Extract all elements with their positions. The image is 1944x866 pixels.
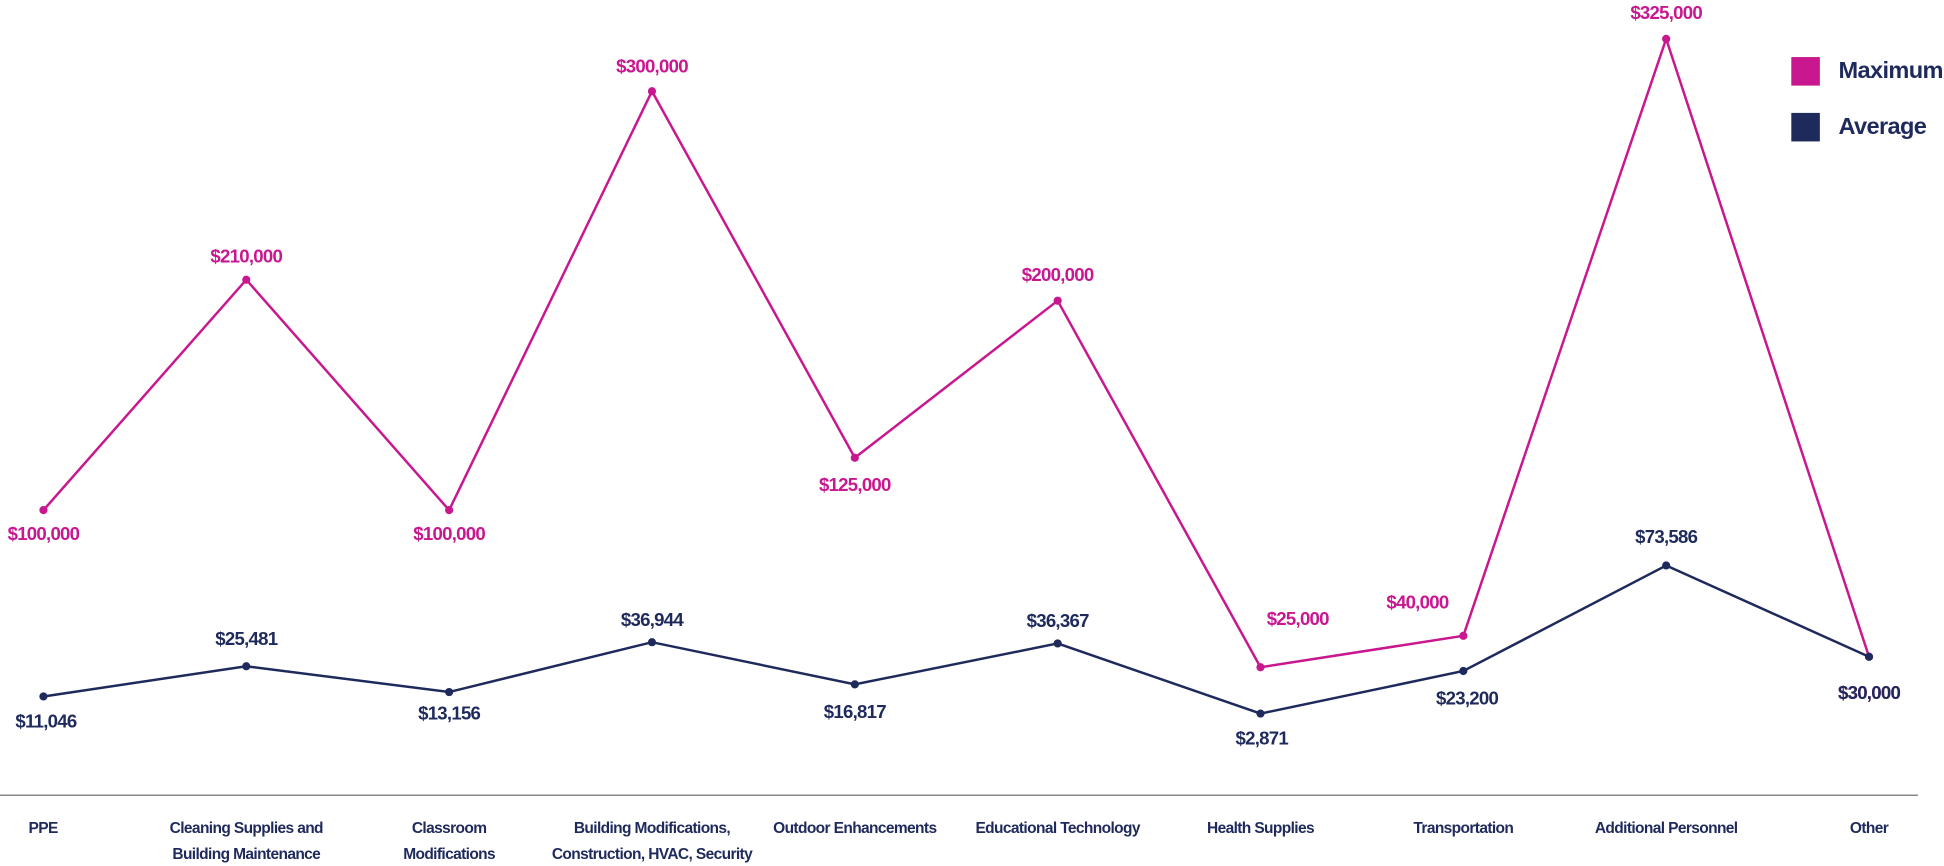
x-tick-label: Other	[1850, 820, 1889, 837]
data-label: $40,000	[1386, 591, 1448, 612]
point	[242, 275, 251, 284]
legend-swatch	[1791, 57, 1820, 86]
data-label: $210,000	[210, 245, 282, 266]
data-label: $2,871	[1236, 728, 1289, 749]
data-label: $300,000	[616, 56, 688, 77]
point	[850, 680, 859, 689]
x-tick-label: PPE	[29, 820, 58, 837]
data-label: $30,000	[1838, 682, 1900, 703]
point	[445, 687, 454, 697]
point	[1662, 34, 1671, 43]
data-label: $13,156	[418, 702, 480, 723]
point	[242, 662, 251, 671]
point	[850, 453, 859, 462]
data-label: $200,000	[1022, 264, 1094, 285]
line	[43, 564, 1870, 715]
point	[39, 692, 48, 701]
point	[1053, 296, 1062, 305]
data-label: $25,000	[1267, 608, 1329, 629]
data-label: $30,000	[1838, 682, 1900, 703]
x-tick-label: Educational Technology	[975, 820, 1140, 837]
point	[1864, 652, 1874, 661]
x-tick-label: Cleaning Supplies and Building Maintenanc…	[170, 820, 323, 863]
data-label: $11,046	[15, 710, 76, 731]
legend-label: Average	[1838, 113, 1926, 139]
data-label: $100,000	[413, 523, 485, 544]
point	[1662, 561, 1671, 570]
x-tick-label: Additional Personnel	[1595, 820, 1738, 837]
data-label: $25,481	[215, 628, 277, 649]
data-label: $325,000	[1630, 2, 1702, 23]
legend-swatch	[1791, 112, 1820, 142]
legend-label: Maximum	[1838, 57, 1942, 83]
point	[1256, 709, 1265, 718]
data-label: $100,000	[8, 523, 80, 544]
data-label: $73,586	[1635, 526, 1697, 547]
data-label: $36,367	[1027, 610, 1089, 631]
data-label: $36,944	[621, 609, 684, 630]
data-label: $23,200	[1436, 687, 1498, 708]
point	[1459, 631, 1468, 640]
x-tick-label: Health Supplies	[1207, 820, 1314, 837]
x-tick-label: Transportation	[1413, 820, 1513, 837]
point	[1459, 666, 1468, 676]
point	[39, 506, 48, 515]
data-label: $125,000	[819, 474, 891, 495]
x-tick-label: Building Modifications, Construction, HVA…	[552, 820, 753, 863]
point	[445, 506, 454, 515]
point	[647, 638, 657, 647]
line	[42, 34, 1871, 669]
data-label: $16,817	[824, 701, 886, 722]
point	[1053, 639, 1062, 648]
point	[1256, 663, 1265, 672]
x-tick-label: Classroom Modifications	[403, 820, 495, 863]
x-tick-label: Outdoor Enhancements	[773, 820, 936, 837]
point	[647, 87, 657, 96]
